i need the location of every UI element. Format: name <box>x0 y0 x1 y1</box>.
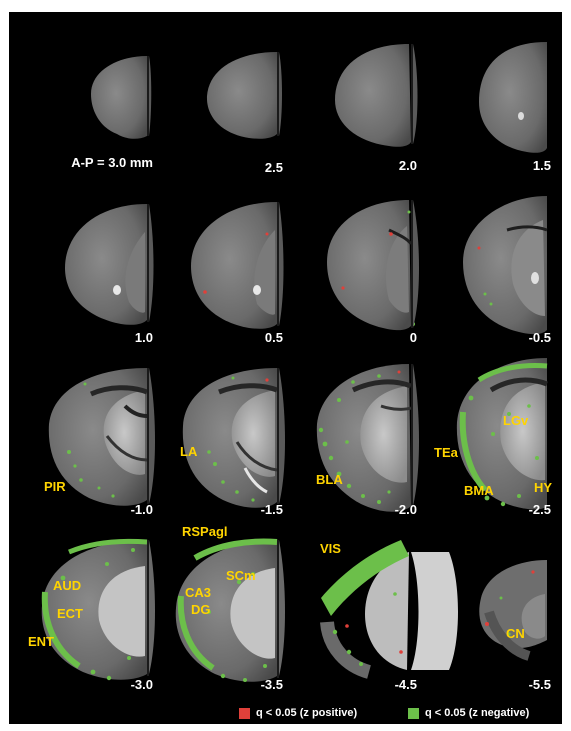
legend-label-positive: q < 0.05 (z positive) <box>256 707 358 719</box>
region-label-la: LA <box>180 444 198 459</box>
legend-label-negative: q < 0.05 (z negative) <box>425 707 530 719</box>
slice-13 <box>41 538 155 681</box>
region-label-ca3: CA3 <box>185 585 212 600</box>
slice-6 <box>191 202 284 329</box>
slice-label-14: -3.5 <box>260 677 283 692</box>
region-label-ent: ENT <box>28 634 54 649</box>
region-label-ect: ECT <box>57 606 83 621</box>
slice-label-8: -0.5 <box>528 330 551 345</box>
brain-slices <box>41 42 548 682</box>
slice-label-13: -3.0 <box>130 677 153 692</box>
slice-11 <box>316 364 419 512</box>
legend-swatch-positive <box>239 708 250 719</box>
slice-label-9: -1.0 <box>130 502 153 517</box>
slice-4 <box>479 42 547 153</box>
slice-label-6: 0.5 <box>264 330 283 345</box>
slice-label-11: -2.0 <box>394 502 417 517</box>
slice-1 <box>91 56 152 139</box>
region-label-vis: VIS <box>320 541 341 556</box>
slice-14 <box>175 538 285 682</box>
region-label-pir: PIR <box>44 479 66 494</box>
region-label-rspagl: RSPagl <box>182 524 228 539</box>
region-label-dg: DG <box>191 602 211 617</box>
region-label-lgv: LGv <box>503 413 529 428</box>
slice-9 <box>48 368 155 506</box>
slice-label-12: -2.5 <box>528 502 551 517</box>
legend-swatch-negative <box>408 708 419 719</box>
slice-3 <box>335 44 418 147</box>
slice-10 <box>182 368 285 508</box>
slice-2 <box>206 52 282 139</box>
slice-12 <box>456 358 548 510</box>
slice-label-10: -1.5 <box>260 502 283 517</box>
slice-label-1: A-P = 3.0 mm <box>71 155 153 170</box>
slice-label-5: 1.0 <box>134 330 153 345</box>
slice-label-3: 2.0 <box>398 158 417 173</box>
slice-5 <box>65 204 154 325</box>
slice-label-4: 1.5 <box>532 158 551 173</box>
region-label-scm: SCm <box>226 568 256 583</box>
slice-label-2: 2.5 <box>264 160 283 175</box>
slice-8 <box>463 196 548 335</box>
slice-7 <box>327 200 419 331</box>
region-label-tea: TEa <box>434 445 458 460</box>
slice-label-15: -4.5 <box>394 677 417 692</box>
slice-label-7: 0 <box>409 330 417 345</box>
region-label-cn: CN <box>506 626 525 641</box>
figure-panel: A-P = 3.0 mm 2.5 2.0 1.5 1.0 0.5 0 -0.5 … <box>9 12 562 724</box>
region-label-bma: BMA <box>464 483 494 498</box>
slice-15 <box>320 540 458 679</box>
region-label-aud: AUD <box>53 578 82 593</box>
slice-label-16: -5.5 <box>528 677 551 692</box>
region-label-bla: BLA <box>316 472 343 487</box>
slice-16 <box>479 560 547 661</box>
region-label-hy: HY <box>534 480 553 495</box>
